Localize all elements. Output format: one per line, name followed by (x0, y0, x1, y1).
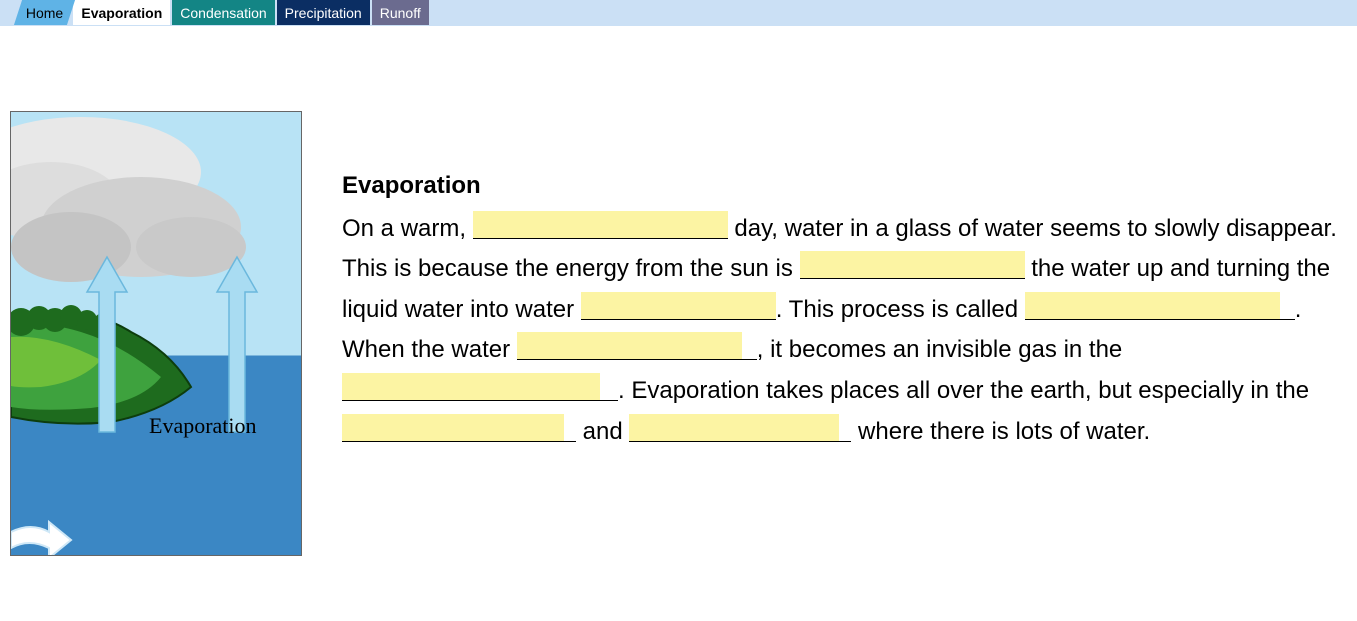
tab-home[interactable]: Home (14, 0, 75, 25)
fill-blank[interactable] (473, 211, 728, 239)
illustration-caption: Evaporation (149, 413, 257, 439)
content: Evaporation Evaporation On a warm, day, … (0, 26, 1357, 556)
fill-blank[interactable] (629, 414, 839, 442)
tab-label: Runoff (380, 5, 421, 21)
underline (564, 414, 576, 442)
underline (742, 332, 757, 360)
fill-blank[interactable] (581, 292, 776, 320)
tab-label: Condensation (180, 5, 266, 21)
tab-runoff[interactable]: Runoff (372, 0, 429, 25)
fill-blank[interactable] (342, 373, 600, 401)
underline (1280, 292, 1295, 320)
evaporation-svg (11, 112, 302, 556)
article-heading: Evaporation (342, 166, 1342, 206)
tab-condensation[interactable]: Condensation (172, 0, 274, 25)
tab-label: Evaporation (81, 5, 162, 21)
article: Evaporation On a warm, day, water in a g… (342, 111, 1342, 556)
text-run: On a warm, (342, 215, 473, 242)
tab-bar: Home Evaporation Condensation Precipitation… (0, 0, 1357, 26)
fill-blank[interactable] (800, 251, 1025, 279)
fill-blank[interactable] (517, 332, 742, 360)
tab-precipitation[interactable]: Precipitation (277, 0, 370, 25)
text-run: and (576, 418, 629, 445)
tab-label: Precipitation (285, 5, 362, 21)
fill-blank[interactable] (1025, 292, 1280, 320)
tab-label: Home (26, 5, 63, 21)
underline (600, 373, 618, 401)
text-run: . This process is called (776, 296, 1025, 323)
text-run: , it becomes an invisible gas in the (757, 336, 1123, 363)
tab-evaporation[interactable]: Evaporation (73, 0, 170, 25)
fill-blank[interactable] (342, 414, 564, 442)
text-run: where there is lots of water. (851, 418, 1150, 445)
underline (839, 414, 851, 442)
evaporation-illustration: Evaporation (10, 111, 302, 556)
article-body: On a warm, day, water in a glass of wate… (342, 208, 1342, 452)
text-run: . Evaporation takes places all over the … (618, 377, 1309, 404)
